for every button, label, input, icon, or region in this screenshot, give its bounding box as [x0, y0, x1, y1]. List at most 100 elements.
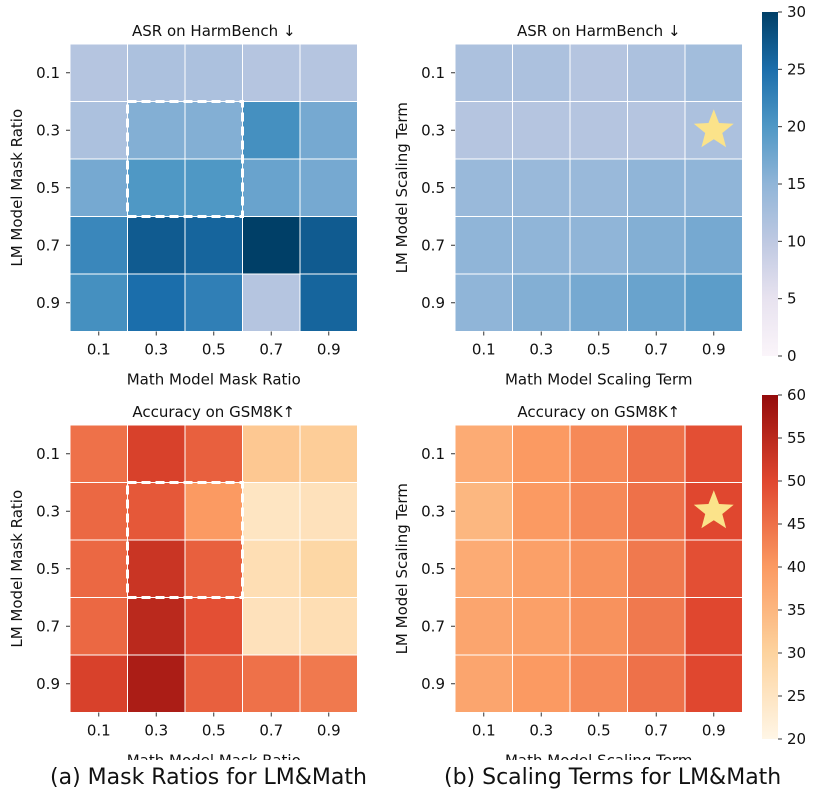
x-tick-label: 0.7 [644, 722, 668, 740]
heatmap-cell [299, 158, 358, 217]
x-tick-label: 0.9 [317, 341, 341, 359]
x-tick-label: 0.7 [644, 341, 668, 359]
heatmap-cell [242, 654, 301, 713]
x-tick-label: 0.5 [202, 341, 226, 359]
heatmap-cell [512, 216, 571, 275]
heatmap-cell [127, 273, 186, 332]
heatmap-cell [512, 539, 571, 598]
x-axis-label: Math Model Mask Ratio [127, 752, 301, 761]
y-axis-label: LM Model Mask Ratio [8, 490, 26, 648]
heatmap-cell [69, 482, 128, 541]
heatmap-cell [69, 101, 128, 160]
heatmap-cell [512, 273, 571, 332]
heatmap-cell [184, 482, 243, 541]
y-tick-label: 0.9 [421, 675, 445, 693]
heatmap-cell [127, 482, 186, 541]
heatmap-cell [69, 216, 128, 275]
y-tick-label: 0.1 [36, 445, 60, 463]
x-tick-label: 0.5 [587, 341, 611, 359]
heatmap-cell [127, 539, 186, 598]
heatmap-cell [184, 273, 243, 332]
caption-left: (a) Mask Ratios for LM&Math [50, 765, 367, 790]
heatmap-cell [569, 216, 628, 275]
colorbar: 20 25 30 35 40 45 50 55 60 [762, 386, 806, 748]
heatmap-cell [684, 597, 743, 656]
heatmap-cell [242, 43, 301, 102]
heatmap-cell [512, 101, 571, 160]
heatmap-cell [454, 216, 513, 275]
heatmap-cell [242, 273, 301, 332]
heatmap-cell [69, 158, 128, 217]
colorbar-tick-label: 25 [787, 687, 806, 705]
y-axis-label: LM Model Scaling Term [393, 102, 411, 273]
heatmap-cell [299, 539, 358, 598]
heatmap-cell [512, 597, 571, 656]
heatmap-cell [454, 273, 513, 332]
heatmap-cell [184, 216, 243, 275]
y-tick-label: 0.7 [36, 617, 60, 635]
heatmap-cell [569, 273, 628, 332]
y-tick-label: 0.5 [36, 179, 60, 197]
highlight-box [126, 481, 244, 599]
heatmap-cell [299, 273, 358, 332]
heatmap-cell [684, 424, 743, 483]
x-tick-label: 0.3 [529, 341, 553, 359]
y-tick-label: 0.1 [36, 64, 60, 82]
heatmap-cell [299, 597, 358, 656]
heatmap-cell [569, 43, 628, 102]
x-tick-label: 0.3 [529, 722, 553, 740]
highlight-box [126, 100, 244, 218]
heatmap-cell [454, 482, 513, 541]
heatmap-cell [299, 482, 358, 541]
x-tick-label: 0.9 [702, 341, 726, 359]
heatmap-cell [454, 101, 513, 160]
colorbar-tick-label: 25 [787, 60, 806, 78]
x-tick-label: 0.7 [259, 722, 283, 740]
colorbar-tick-label: 20 [787, 730, 806, 748]
heatmap-cell [242, 539, 301, 598]
caption-right: (b) Scaling Terms for LM&Math [444, 765, 782, 790]
heatmap-cell [627, 539, 686, 598]
x-axis-label: Math Model Mask Ratio [127, 371, 301, 389]
heatmap-cell [627, 654, 686, 713]
heatmap-cell [512, 158, 571, 217]
x-tick-label: 0.3 [144, 722, 168, 740]
y-tick-label: 0.3 [421, 121, 445, 139]
heatmap-cell [627, 101, 686, 160]
heatmap-cell [569, 158, 628, 217]
colorbar-tick-label: 0 [787, 347, 797, 365]
heatmap-cell [569, 101, 628, 160]
heatmap-cell [69, 273, 128, 332]
chart-title: ASR on HarmBench ↓ [517, 22, 681, 40]
heatmap-panel-3: Accuracy on GSM8K↑ 0.1 0.3 0.5 0.7 0.9 0.1 0.3 0… [8, 403, 358, 760]
y-tick-label: 0.1 [421, 64, 445, 82]
heatmap-cell [69, 654, 128, 713]
heatmap-cell [512, 654, 571, 713]
heatmap-panel-2: ASR on HarmBench ↓ 0.1 0.3 0.5 0.7 0.9 0.1 0.3 0… [393, 3, 806, 389]
heatmap-cell [127, 101, 186, 160]
heatmap-cell [627, 273, 686, 332]
heatmap-cell [127, 654, 186, 713]
heatmap-cell [627, 424, 686, 483]
colorbar-tick-label: 35 [787, 601, 806, 619]
colorbar-tick-label: 55 [787, 429, 806, 447]
x-tick-label: 0.5 [202, 722, 226, 740]
heatmap-cell [184, 424, 243, 483]
heatmap-cell [454, 654, 513, 713]
heatmap-cell [454, 539, 513, 598]
y-tick-label: 0.1 [421, 445, 445, 463]
heatmap-cell [127, 597, 186, 656]
colorbar-tick-label: 10 [787, 232, 806, 250]
heatmap-cell [242, 597, 301, 656]
heatmap-cell [69, 597, 128, 656]
heatmap-cell [684, 158, 743, 217]
heatmap-cell [69, 424, 128, 483]
y-tick-label: 0.5 [36, 560, 60, 578]
heatmap-cell [242, 101, 301, 160]
heatmap-cell [454, 43, 513, 102]
x-tick-label: 0.3 [144, 341, 168, 359]
heatmap-cell [242, 158, 301, 217]
heatmap-cell [569, 654, 628, 713]
y-tick-label: 0.9 [36, 675, 60, 693]
heatmap-cell [184, 539, 243, 598]
